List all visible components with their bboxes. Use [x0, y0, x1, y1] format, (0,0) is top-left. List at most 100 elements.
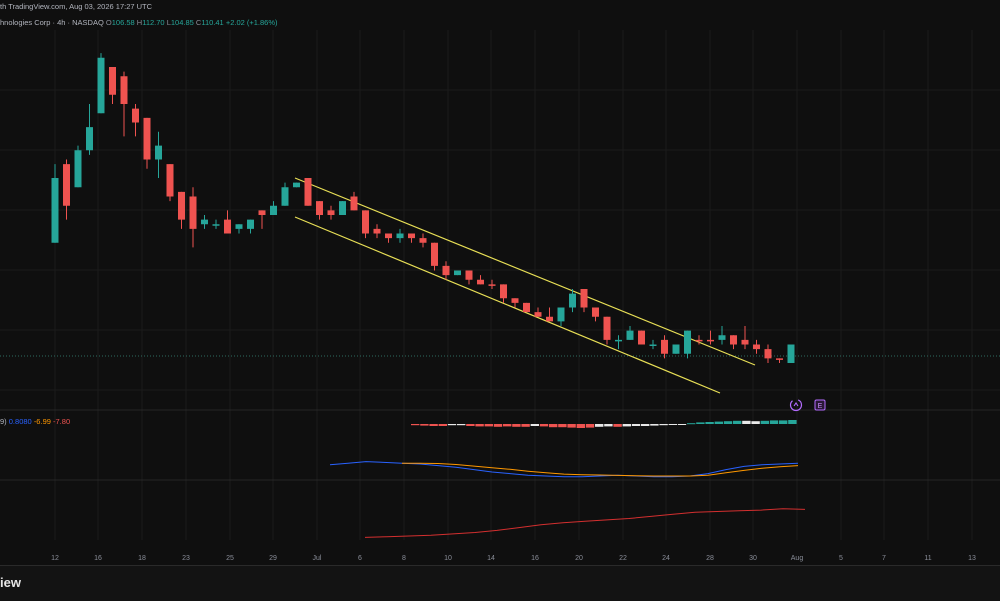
histogram-bar [650, 424, 659, 426]
histogram-bar [714, 421, 723, 424]
x-tick-label: 29 [269, 555, 277, 562]
indicator-value-2: -6.99 [33, 417, 51, 426]
candle-body [224, 219, 231, 234]
histogram-bar [659, 424, 668, 426]
candle [316, 201, 323, 220]
channel-lower-line[interactable] [294, 216, 721, 394]
candle-body [51, 178, 59, 243]
channel-upper-line[interactable] [294, 177, 756, 366]
candle-body [442, 265, 450, 276]
candle-body [684, 330, 691, 354]
brand-text: iew [0, 575, 21, 590]
candle-body [293, 182, 300, 188]
x-tick-label: 22 [619, 555, 627, 562]
candle-body [695, 339, 703, 342]
histogram-bar [438, 424, 447, 426]
candle [247, 219, 254, 234]
candle-body [764, 349, 772, 359]
svg-text:E: E [818, 403, 823, 410]
candle-body [258, 210, 266, 215]
x-tick-label: 18 [138, 555, 146, 562]
histogram-bar [788, 420, 797, 424]
histogram-bar [512, 424, 521, 427]
trend-channel[interactable] [294, 177, 756, 394]
candle [741, 326, 749, 350]
candle [74, 145, 82, 188]
candle-body [155, 145, 162, 160]
candle [224, 210, 231, 234]
candle-body [546, 316, 553, 322]
x-tick-label: 24 [662, 555, 670, 562]
candle [109, 67, 116, 104]
candle [166, 164, 174, 202]
candle-body [350, 196, 358, 211]
earnings-icon[interactable]: E [814, 399, 826, 411]
histogram-bar [420, 424, 429, 426]
histogram-bar [530, 424, 539, 426]
candle [155, 131, 162, 178]
histogram-bar [429, 424, 438, 426]
candle-body [580, 289, 588, 308]
candle-body [201, 219, 208, 225]
candle-body [488, 284, 496, 286]
histogram-bar [558, 424, 567, 428]
histogram-bar [521, 424, 530, 427]
x-tick-label: 13 [968, 555, 976, 562]
candle-body [615, 339, 622, 342]
x-tick-label: 16 [94, 555, 102, 562]
histogram-bar [641, 424, 650, 426]
candle-body [385, 233, 392, 239]
candle [500, 284, 507, 303]
histogram-bar [769, 420, 779, 424]
histogram-bar [779, 420, 788, 424]
candle [385, 233, 392, 243]
source-text: th TradingView.com, Aug 03, 2026 17:27 U… [0, 2, 153, 11]
candle [235, 224, 243, 234]
histogram-bar [668, 424, 677, 425]
grid [0, 30, 1000, 540]
histogram-bar [705, 422, 714, 424]
candle-body [281, 187, 289, 206]
histogram-bar [696, 422, 705, 424]
candle [695, 335, 703, 345]
indicator-lines [329, 461, 806, 538]
candle-body [189, 196, 197, 229]
candle-body [787, 344, 795, 363]
candle [327, 205, 335, 220]
candle-body [408, 233, 415, 239]
candles [51, 53, 795, 363]
candle [350, 191, 358, 211]
footer-bar: iew [0, 565, 1000, 601]
candle [442, 261, 450, 280]
histogram-bar [677, 424, 687, 425]
candle-body [603, 316, 611, 340]
histogram-bar [457, 424, 466, 426]
candle [523, 302, 530, 313]
candle-body [649, 344, 657, 346]
histogram-bar [723, 421, 733, 424]
source-line: th TradingView.com, Aug 03, 2026 17:27 U… [0, 2, 152, 11]
histogram-bar [604, 424, 613, 427]
candle [672, 344, 680, 354]
candle [431, 242, 438, 271]
candle [707, 330, 714, 345]
candle [201, 215, 208, 229]
candle-body [97, 57, 105, 114]
replay-icon[interactable] [789, 398, 803, 412]
symbol-line: hnologies Corp · 4h · NASDAQ O106.58 H11… [0, 18, 278, 27]
histogram-bar [595, 424, 604, 427]
histogram-bar [613, 424, 622, 427]
x-tick-label: 10 [444, 555, 452, 562]
candle [178, 191, 185, 229]
x-tick-label: 12 [51, 555, 59, 562]
candle-body [672, 344, 680, 354]
candle-body [132, 108, 139, 123]
candle [281, 182, 289, 206]
histogram-bar [503, 424, 512, 427]
histogram-bar [585, 424, 595, 428]
candle-body [730, 335, 737, 345]
x-tick-label: 5 [839, 555, 843, 562]
candle-body [454, 270, 461, 276]
candle-body [212, 224, 220, 226]
indicator-legend: 9) 0.8080 -6.99 -7.80 [0, 417, 70, 426]
